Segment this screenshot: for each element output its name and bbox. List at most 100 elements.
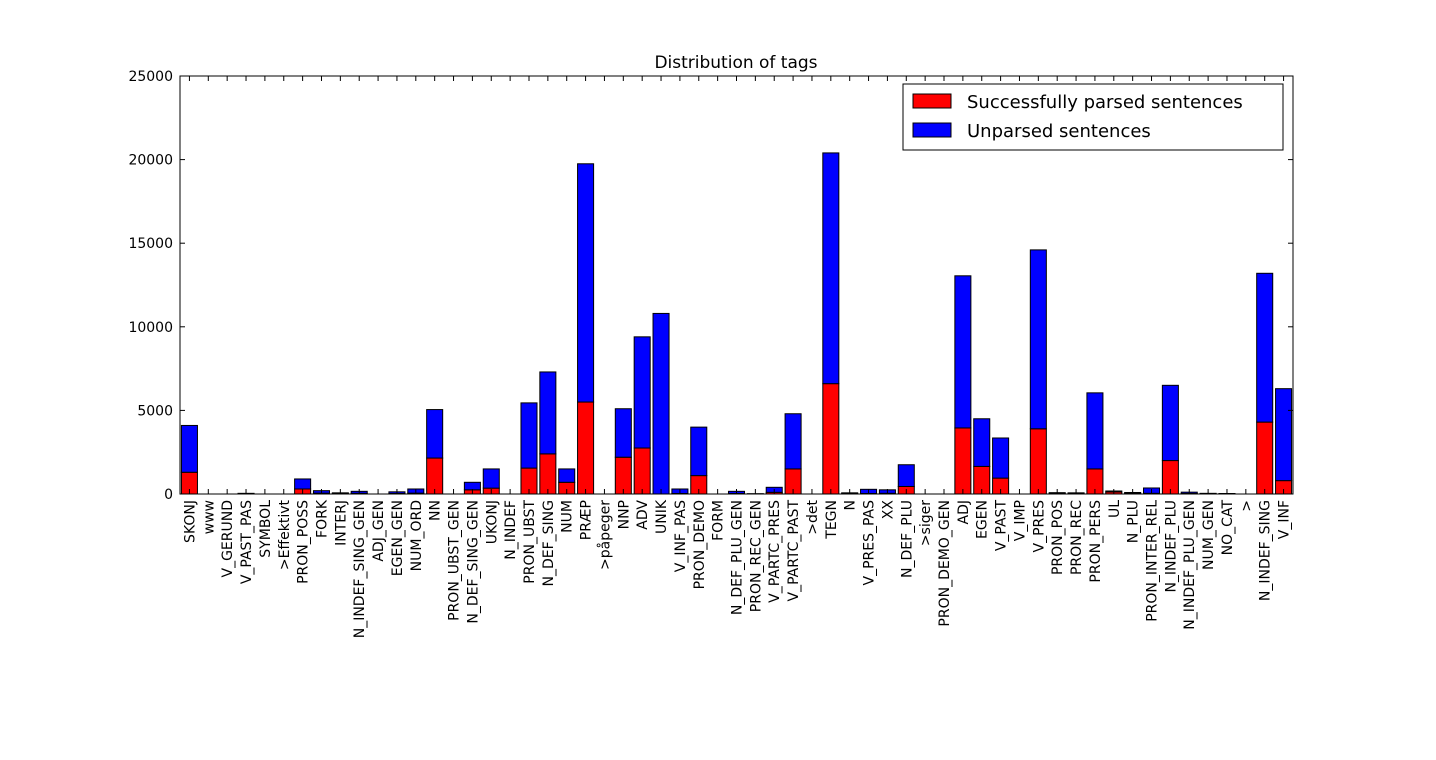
x-tick-label-5: >Effektivt bbox=[277, 500, 293, 571]
legend-label-unparsed: Unparsed sentences bbox=[967, 121, 1151, 142]
x-tick-label-49: UL bbox=[1107, 500, 1123, 518]
bar-unparsed-19 bbox=[539, 371, 557, 455]
y-tick-label-4: 20000 bbox=[128, 153, 173, 169]
bar-parsed-13 bbox=[426, 457, 444, 495]
bar-parsed-21 bbox=[577, 401, 595, 495]
x-tick-label-34: TEGN bbox=[824, 500, 840, 540]
x-tick-label-13: NN bbox=[428, 500, 444, 521]
bar-parsed-41 bbox=[954, 427, 972, 495]
bar-parsed-19 bbox=[539, 453, 557, 495]
x-tick-label-55: NO_CAT bbox=[1220, 500, 1236, 556]
bar-unparsed-6 bbox=[294, 478, 312, 490]
legend-swatch-unparsed bbox=[912, 122, 952, 138]
bar-unparsed-57 bbox=[1256, 272, 1274, 423]
x-tick-label-29: N_DEF_PLU_GEN bbox=[730, 500, 746, 615]
x-tick-label-27: PRON_DEMO bbox=[692, 500, 708, 589]
bar-unparsed-43 bbox=[992, 437, 1010, 479]
x-tick-label-47: PRON_REC bbox=[1069, 500, 1085, 575]
bar-parsed-24 bbox=[633, 447, 651, 495]
y-tick-label-3: 15000 bbox=[128, 236, 173, 252]
bar-unparsed-20 bbox=[558, 468, 576, 483]
x-tick-label-9: N_INDEF_SING_GEN bbox=[352, 500, 368, 638]
x-tick-label-35: N bbox=[843, 500, 859, 510]
bar-unparsed-42 bbox=[973, 418, 991, 467]
x-tick-label-46: PRON_POS bbox=[1050, 500, 1066, 575]
x-tick-label-44: V_IMP bbox=[1012, 500, 1028, 541]
bar-unparsed-45 bbox=[1029, 249, 1047, 430]
bar-unparsed-23 bbox=[614, 408, 632, 458]
x-tick-label-31: V_PARTC_PRES bbox=[767, 500, 783, 603]
x-tick-label-4: SYMBOL bbox=[258, 500, 274, 558]
bar-parsed-23 bbox=[614, 456, 632, 495]
bar-unparsed-41 bbox=[954, 275, 972, 429]
x-tick-label-22: >påpeger bbox=[596, 500, 613, 570]
x-tick-label-25: UNIK bbox=[654, 499, 670, 534]
x-tick-label-10: ADJ_GEN bbox=[371, 500, 387, 562]
x-tick-label-11: EGEN_GEN bbox=[390, 500, 406, 576]
bar-unparsed-52 bbox=[1161, 384, 1179, 462]
x-tick-label-40: PRON_DEMO_GEN bbox=[937, 500, 953, 627]
x-tick-label-30: PRON_REC_GEN bbox=[748, 500, 764, 612]
x-tick-label-12: NUM_ORD bbox=[409, 500, 425, 571]
x-tick-label-23: NNP bbox=[616, 500, 632, 529]
bar-unparsed-16 bbox=[482, 468, 500, 489]
x-tick-label-50: N_PLU bbox=[1126, 500, 1142, 543]
x-tick-label-32: V_PARTC_PAST bbox=[786, 500, 802, 602]
bar-parsed-57 bbox=[1256, 421, 1274, 495]
bar-unparsed-0 bbox=[180, 424, 198, 473]
bar-parsed-34 bbox=[822, 383, 840, 495]
x-tick-label-37: XX bbox=[880, 500, 896, 520]
bar-unparsed-18 bbox=[520, 402, 538, 469]
bar-unparsed-38 bbox=[897, 464, 915, 487]
x-tick-label-53: N_INDEF_PLU_GEN bbox=[1182, 500, 1198, 630]
x-tick-label-26: V_INF_PAS bbox=[673, 500, 689, 572]
x-tick-label-16: UKONJ bbox=[484, 500, 500, 544]
x-tick-label-21: PRÆP bbox=[579, 500, 595, 540]
x-tick-label-20: NUM bbox=[560, 500, 576, 533]
bar-unparsed-58 bbox=[1275, 388, 1293, 482]
y-tick-label-1: 5000 bbox=[137, 403, 173, 419]
legend-label-parsed: Successfully parsed sentences bbox=[967, 92, 1243, 113]
bar-unparsed-15 bbox=[463, 481, 481, 491]
x-tick-label-51: PRON_INTER_REL bbox=[1145, 500, 1161, 622]
bar-unparsed-48 bbox=[1086, 392, 1104, 470]
bar-unparsed-21 bbox=[577, 163, 595, 403]
x-tick-label-58: V_INF bbox=[1277, 500, 1293, 539]
x-tick-label-17: N_INDEF bbox=[503, 500, 519, 560]
bar-unparsed-13 bbox=[426, 409, 444, 459]
x-tick-label-15: N_DEF_SING_GEN bbox=[465, 500, 481, 624]
x-tick-label-38: N_DEF_PLU bbox=[899, 500, 915, 578]
bar-parsed-52 bbox=[1161, 460, 1179, 495]
plot-frame bbox=[179, 75, 1294, 495]
chart-title: Distribution of tags bbox=[654, 53, 817, 73]
legend-box bbox=[902, 83, 1284, 151]
x-tick-label-7: FORK bbox=[314, 499, 330, 538]
x-tick-label-8: INTERJ bbox=[333, 500, 349, 546]
x-tick-label-48: PRON_PERS bbox=[1088, 500, 1104, 583]
x-tick-label-14: PRON_UBST_GEN bbox=[447, 500, 463, 621]
x-axis: SKONJ www V_GERUND V_PAST_PAS SYMBOL >Effekti… bbox=[182, 76, 1293, 638]
x-tick-label-36: V_PRES_PAS bbox=[862, 500, 878, 586]
x-tick-label-56: > bbox=[1239, 500, 1255, 512]
x-tick-label-41: ADJ bbox=[956, 500, 972, 525]
bar-unparsed-34 bbox=[822, 152, 840, 385]
x-tick-label-2: V_GERUND bbox=[220, 500, 236, 578]
legend: Successfully parsed sentences Unparsed s… bbox=[902, 83, 1284, 151]
x-tick-label-43: V_PAST bbox=[994, 500, 1010, 552]
x-tick-label-54: NUM_GEN bbox=[1201, 500, 1217, 570]
x-tick-label-57: N_INDEF_SING bbox=[1258, 500, 1274, 601]
x-tick-label-52: N_INDEF_PLU bbox=[1163, 500, 1179, 593]
bar-unparsed-24 bbox=[633, 336, 651, 449]
x-tick-label-45: V_PRES bbox=[1031, 500, 1047, 553]
x-tick-label-1: www bbox=[201, 500, 217, 534]
x-tick-label-6: PRON_POSS bbox=[296, 500, 312, 584]
bar-unparsed-27 bbox=[690, 426, 708, 477]
x-tick-label-18: PRON_UBST bbox=[522, 500, 538, 584]
x-tick-label-19: N_DEF_SING bbox=[541, 500, 557, 587]
y-tick-label-2: 10000 bbox=[128, 320, 173, 336]
x-tick-label-42: EGEN bbox=[975, 500, 991, 539]
bars-group bbox=[180, 152, 1293, 495]
x-tick-label-24: ADV bbox=[635, 500, 651, 530]
x-tick-label-3: V_PAST_PAS bbox=[239, 500, 255, 584]
